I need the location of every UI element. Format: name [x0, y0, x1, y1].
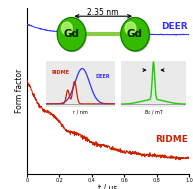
Text: RIDME: RIDME	[155, 135, 188, 144]
Text: DEER: DEER	[161, 22, 188, 31]
X-axis label: t / μs: t / μs	[98, 184, 118, 189]
Y-axis label: Form factor: Form factor	[15, 69, 24, 113]
